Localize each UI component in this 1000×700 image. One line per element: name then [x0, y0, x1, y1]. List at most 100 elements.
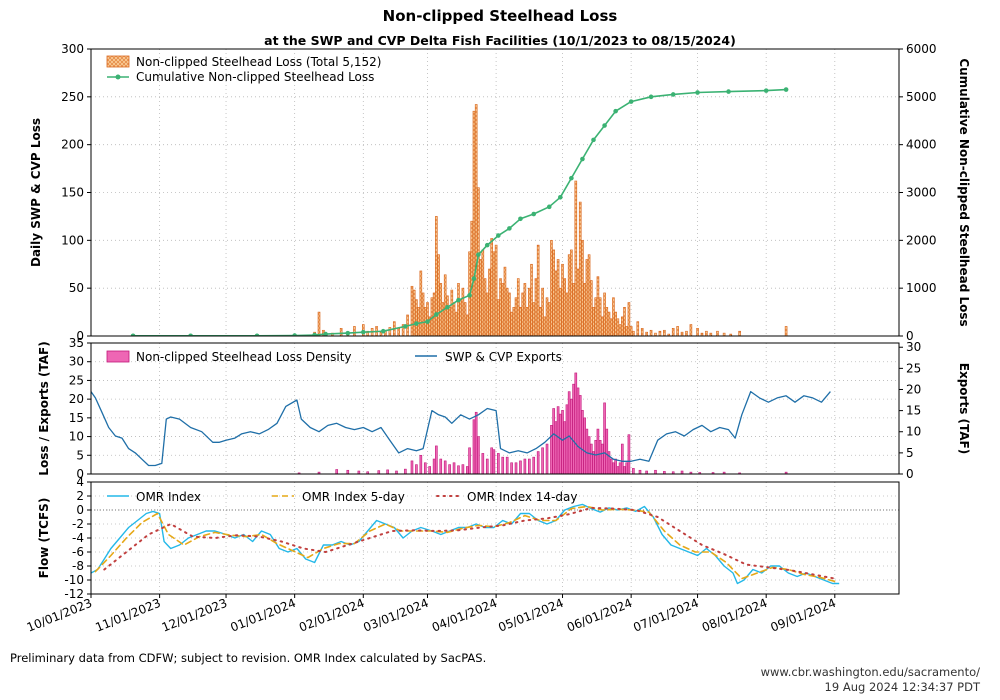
loss-bar	[601, 316, 604, 336]
density-bar	[528, 458, 531, 474]
loss-bar	[605, 306, 609, 336]
loss-bar	[716, 330, 719, 336]
density-bar	[554, 421, 558, 474]
density-bar	[505, 456, 509, 474]
legend-marker-cumulative	[115, 74, 121, 80]
density-bar	[552, 408, 555, 474]
loss-bar	[508, 292, 511, 336]
loss-bar	[576, 268, 580, 336]
loss-bar	[784, 326, 788, 336]
density-bar	[654, 469, 657, 474]
omr-14day-line	[103, 506, 836, 580]
density-bar	[572, 383, 575, 474]
y-axis-label: Daily SWP & CVP Loss	[29, 118, 43, 267]
density-bar	[563, 421, 567, 474]
density-bar	[614, 458, 617, 474]
cumulative-point	[434, 312, 439, 317]
loss-bar	[450, 289, 454, 336]
loss-bar	[534, 278, 538, 336]
loss-bar	[483, 278, 487, 336]
loss-bar	[421, 292, 425, 336]
loss-bar	[494, 244, 498, 336]
density-bar	[415, 464, 418, 474]
y-axis-label: Loss / Exports (TAF)	[37, 341, 51, 475]
loss-bar	[441, 302, 445, 336]
y-tick-label: 30	[69, 355, 84, 369]
y-tick-label: 5	[76, 448, 84, 462]
x-tick-label: 02/01/2024	[297, 596, 366, 635]
cumulative-point	[345, 330, 351, 336]
y-tick-label: -6	[72, 545, 84, 559]
cumulative-point	[628, 99, 634, 104]
cumulative-point	[580, 156, 585, 162]
y-tick-label: -10	[64, 573, 84, 587]
cumulative-point	[476, 252, 481, 257]
loss-bar	[530, 263, 533, 336]
cumulative-point	[425, 319, 430, 324]
loss-bar	[512, 306, 516, 336]
y-tick-label: -12	[64, 587, 84, 601]
density-bar	[585, 428, 589, 474]
y2-tick-label: 1000	[906, 281, 937, 295]
density-bar	[346, 469, 350, 474]
density-bar	[335, 469, 339, 474]
daily-loss-panel: 0501001502002503000100020003000400050006…	[29, 42, 971, 343]
x-tick-label: 06/01/2024	[565, 596, 634, 635]
loss-bar	[623, 306, 626, 336]
x-tick-label: 10/01/2023	[25, 596, 94, 635]
loss-bar	[654, 332, 657, 336]
density-bar	[428, 466, 431, 474]
y-tick-label: -4	[72, 531, 84, 545]
cumulative-point	[130, 333, 136, 336]
loss-bar	[636, 321, 640, 336]
loss-bar	[570, 249, 573, 336]
x-tick-label: 12/01/2023	[160, 596, 229, 635]
loss-bar	[680, 331, 684, 336]
loss-bar	[437, 254, 440, 336]
cumulative-point	[312, 332, 317, 336]
plot-area	[130, 87, 789, 336]
loss-bar	[689, 324, 693, 336]
density-bar	[603, 402, 606, 474]
plot-area	[91, 503, 840, 585]
y2-tick-label: 20	[906, 382, 921, 396]
density-bar	[461, 464, 465, 474]
loss-bar	[501, 283, 505, 336]
omr-5day-line	[94, 505, 836, 583]
loss-bar	[497, 299, 500, 336]
loss-bar	[550, 240, 553, 336]
cumulative-point	[484, 242, 490, 248]
y2-tick-label: 2000	[906, 233, 937, 247]
panel-frame	[90, 481, 900, 595]
y-tick-label: 300	[61, 42, 84, 56]
cumulative-point	[763, 88, 769, 93]
footer-url: www.cbr.washington.edu/sacramento/	[761, 665, 981, 679]
density-bar	[556, 406, 560, 474]
cumulative-point	[783, 87, 789, 92]
loss-bar	[353, 326, 356, 336]
legend-swatch-loss	[106, 55, 130, 68]
loss-bar	[485, 292, 489, 336]
loss-bar	[448, 306, 451, 336]
y-tick-label: 100	[61, 233, 84, 247]
loss-bar	[640, 328, 644, 336]
loss-bar	[547, 302, 551, 336]
density-bar	[570, 398, 573, 474]
loss-bar	[585, 259, 589, 336]
chart-subtitle: at the SWP and CVP Delta Fish Facilities…	[264, 33, 736, 48]
legend-swatch-density	[106, 350, 130, 363]
density-bar	[439, 458, 443, 474]
loss-bar	[516, 278, 520, 336]
loss-bar	[563, 278, 567, 336]
y2-tick-label: 30	[906, 340, 921, 354]
loss-bar	[587, 254, 591, 336]
loss-bar	[452, 302, 456, 336]
cumulative-point	[507, 226, 512, 231]
density-bar	[532, 456, 536, 474]
density-bar	[497, 453, 500, 474]
cumulative-point	[380, 328, 386, 334]
loss-bar	[528, 287, 531, 336]
density-bar	[623, 466, 626, 474]
y2-tick-label: 10	[906, 425, 921, 439]
y2-tick-label: 5000	[906, 90, 937, 104]
